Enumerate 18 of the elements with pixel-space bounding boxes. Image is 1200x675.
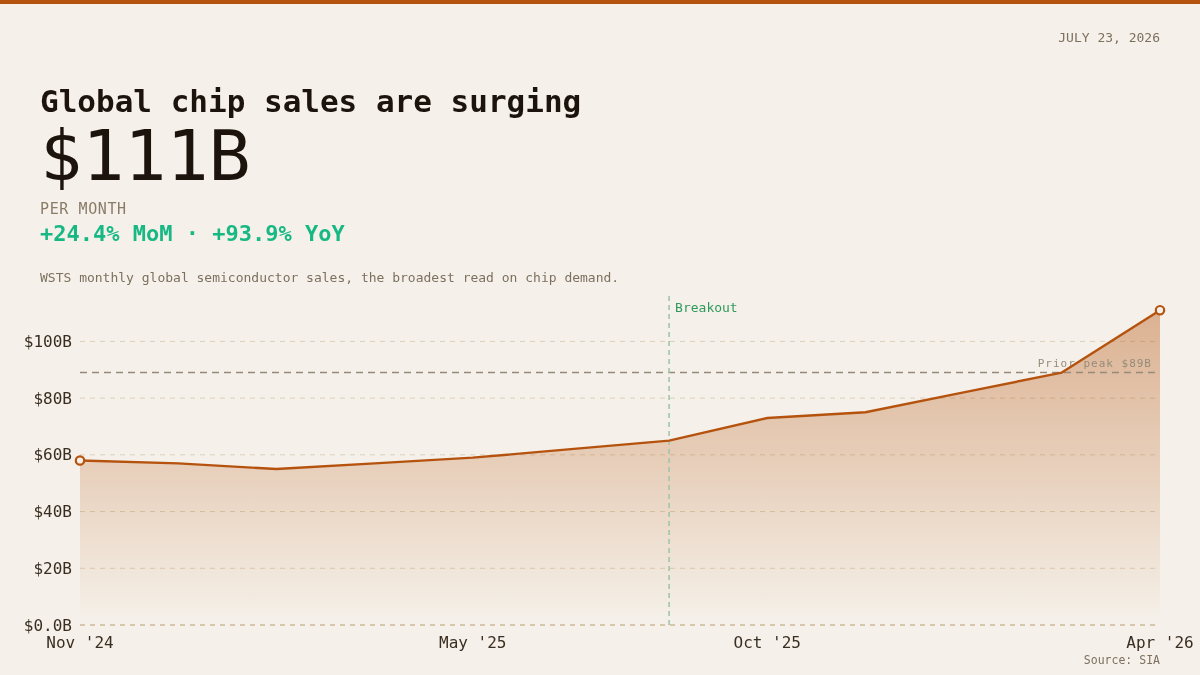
chart-subtitle: WSTS monthly global semiconductor sales, the broadest read on chip demand. [40, 270, 620, 285]
text: +24.4% MoM · +93.9% YoY [40, 221, 346, 246]
source-note: Source: SIA [1083, 653, 1161, 667]
x-tick-label: May '25 [439, 633, 507, 652]
ref-line-label: Prior peak $89B [1037, 356, 1152, 370]
y-tick-label: $80B [33, 388, 72, 408]
y-tick-label: $40B [33, 502, 72, 522]
y-tick-label: $0.0B [23, 615, 72, 635]
y-tick-label: $20B [33, 558, 72, 578]
y-tick-label: $60B [33, 445, 72, 465]
text: PER MONTH [40, 200, 127, 218]
x-tick-label: Oct '25 [733, 633, 801, 652]
x-tick-label: Nov '24 [46, 633, 114, 652]
x-tick-label: Apr '26 [1126, 633, 1194, 652]
y-tick-label: $100B [23, 331, 72, 351]
chart-title: Global chip sales are surging [40, 83, 582, 119]
text: JULY 23, 2026 [1058, 30, 1160, 45]
annotation: Breakout [675, 300, 738, 315]
